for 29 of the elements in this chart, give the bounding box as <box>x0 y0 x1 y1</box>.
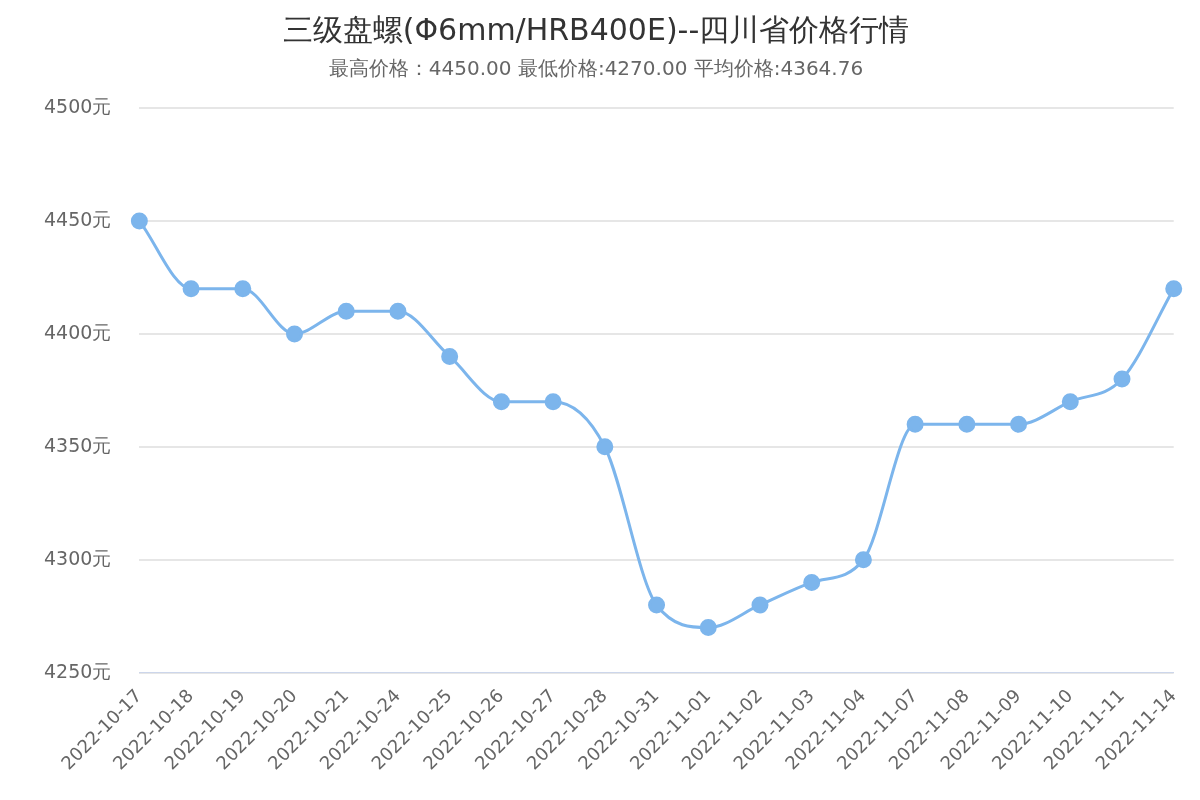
y-tick-label: 4400元 <box>43 320 112 343</box>
y-tick-label: 4350元 <box>43 433 112 456</box>
y-tick-label: 4450元 <box>43 207 112 230</box>
y-tick-label: 4500元 <box>43 94 112 117</box>
point <box>130 212 148 230</box>
point <box>854 551 872 569</box>
point <box>234 280 252 298</box>
point <box>1061 393 1079 411</box>
y-tick-label: 4250元 <box>43 659 112 682</box>
point <box>182 280 200 298</box>
point <box>492 393 510 411</box>
chart-subtitle: 最高价格：4450.00 最低价格:4270.00 平均价格:4364.76 <box>328 56 864 81</box>
point <box>1165 280 1183 298</box>
point <box>286 325 304 343</box>
point <box>1113 370 1131 388</box>
point <box>751 596 769 614</box>
point <box>337 302 355 320</box>
point <box>648 596 666 614</box>
y-tick-label: 4300元 <box>43 546 112 569</box>
point <box>906 415 924 433</box>
point <box>1010 415 1028 433</box>
point <box>596 438 614 456</box>
point <box>958 415 976 433</box>
point <box>544 393 562 411</box>
point <box>699 619 717 637</box>
chart-title: 三级盘螺(Φ6mm/HRB400E)--四川省价格行情 <box>282 11 910 47</box>
point <box>803 573 821 591</box>
point <box>389 302 407 320</box>
point <box>441 347 459 365</box>
